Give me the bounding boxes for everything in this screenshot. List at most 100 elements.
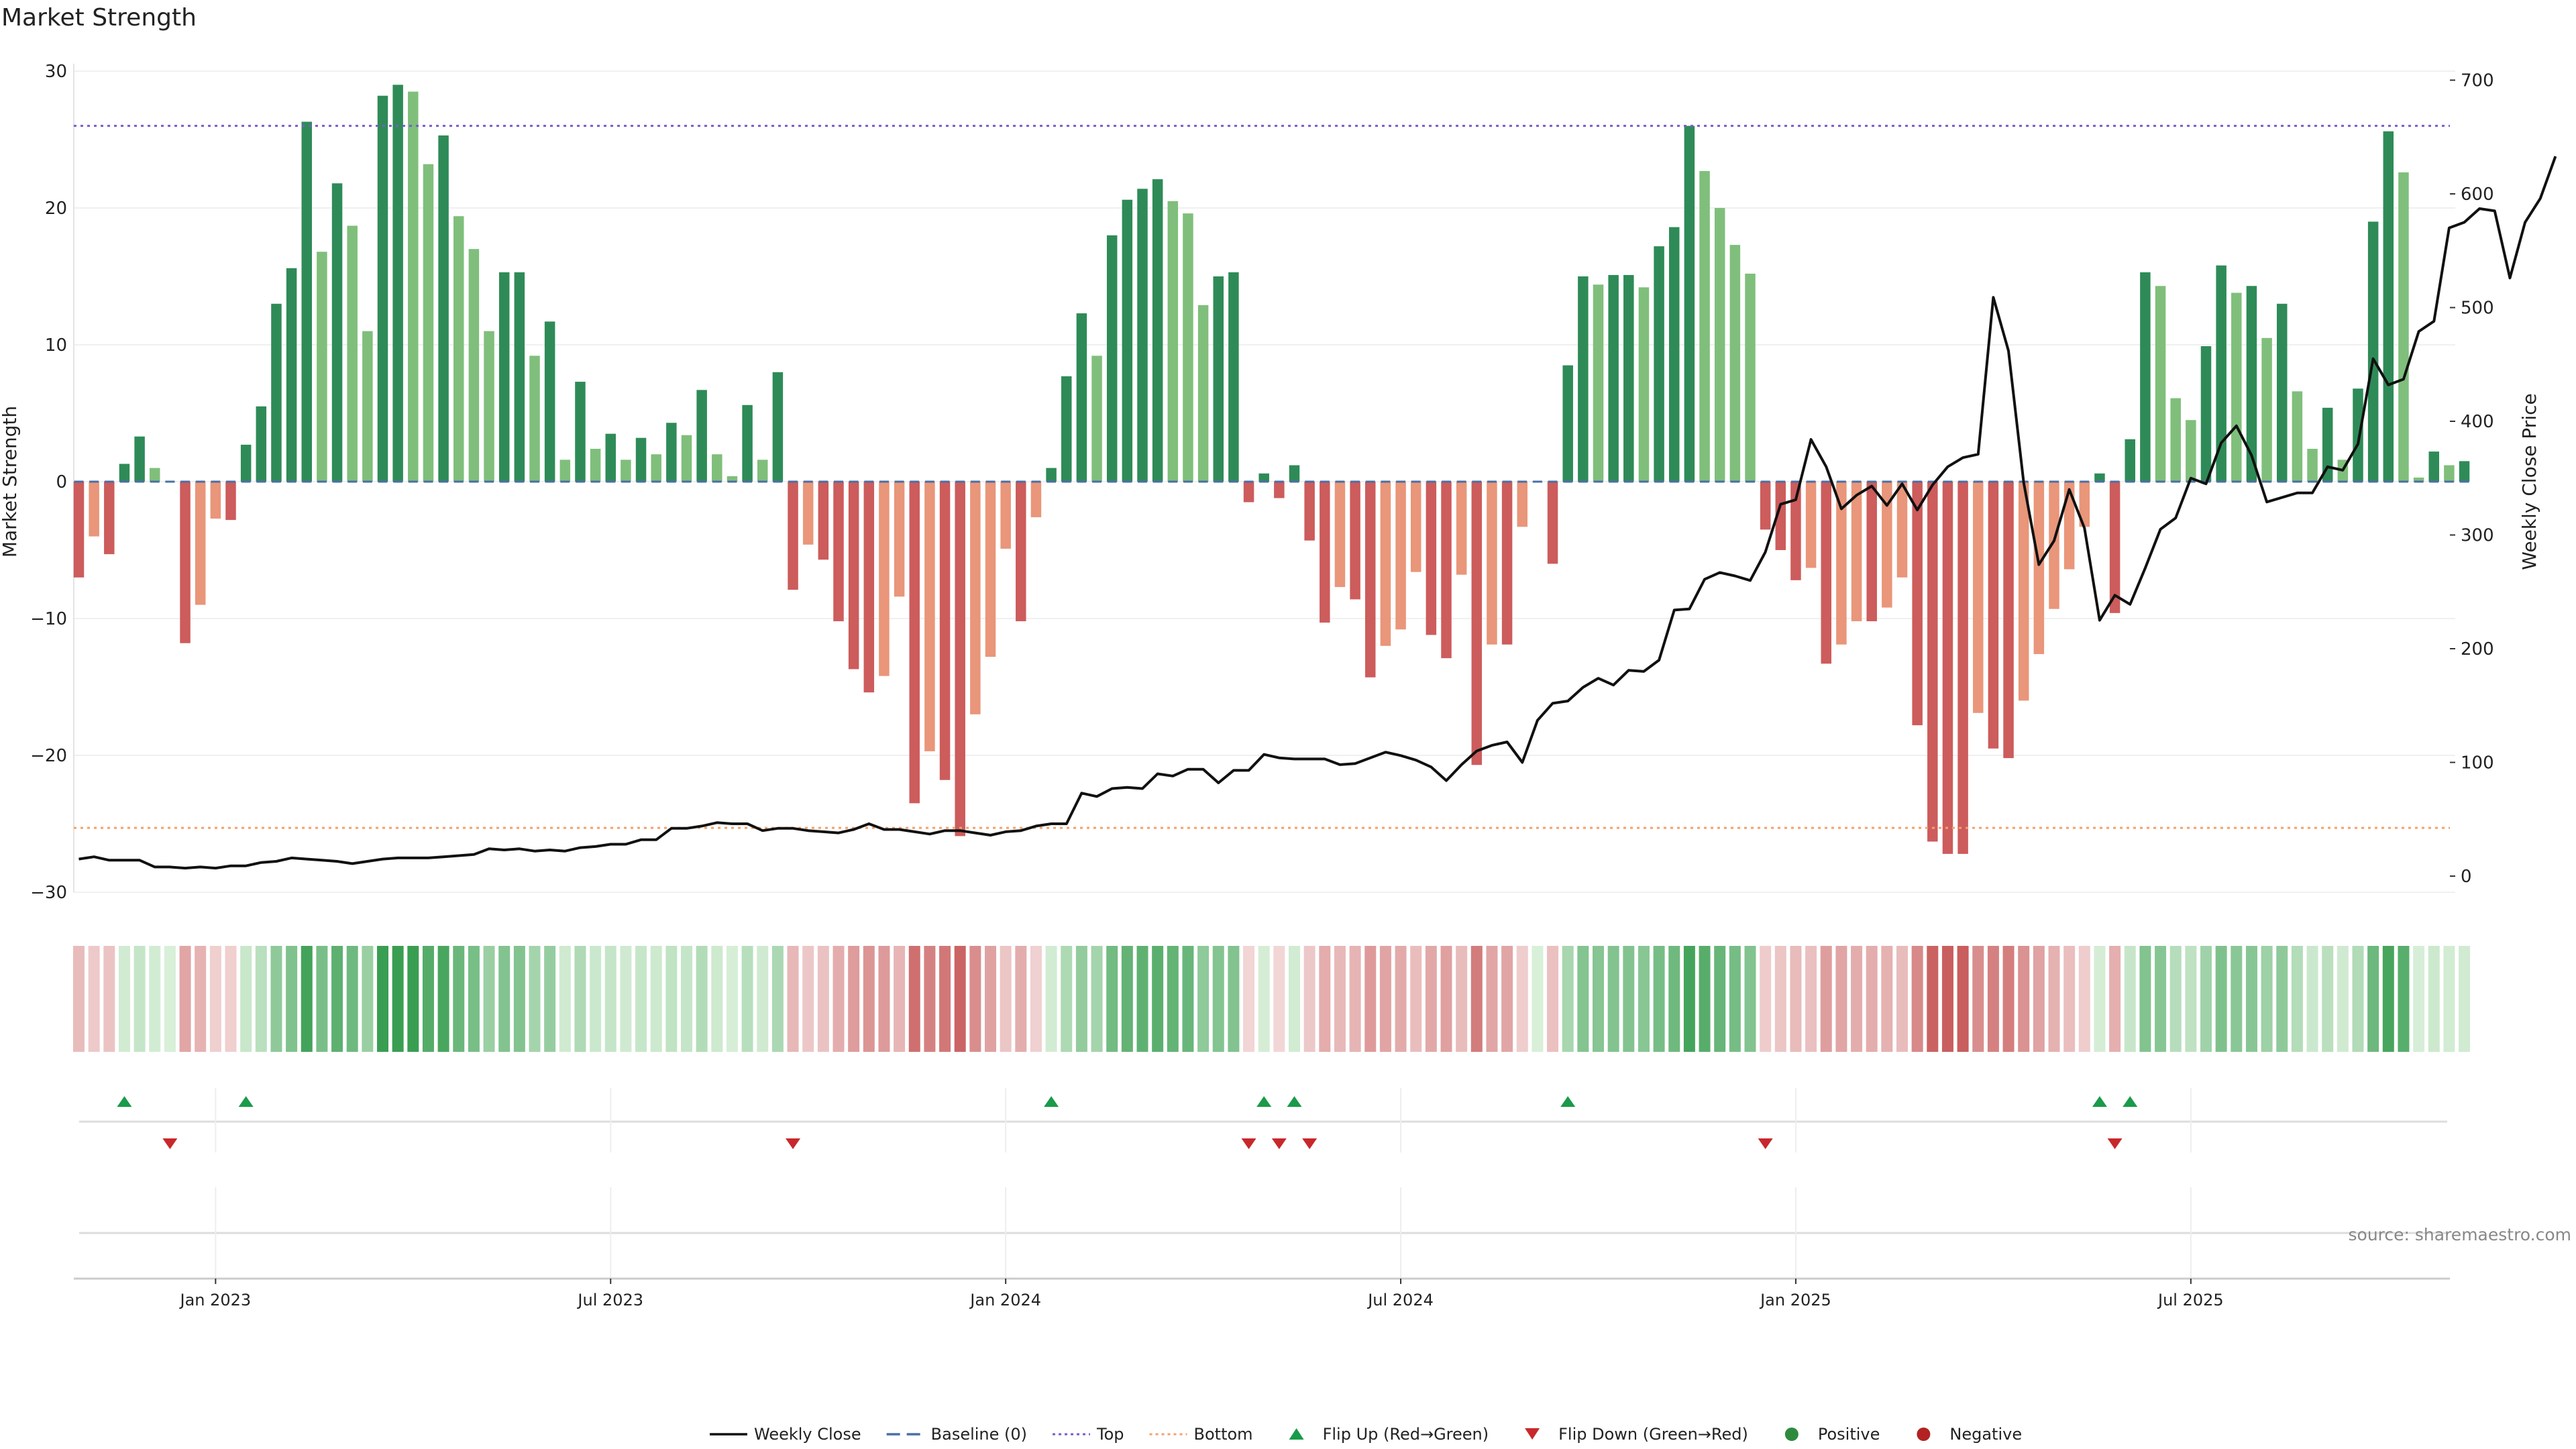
heat-cell [1319,946,1331,1052]
strength-bar [1426,482,1437,635]
strength-bar [955,482,965,837]
strength-bar [2261,337,2272,482]
strength-bar [301,121,312,482]
heat-cell [118,946,130,1052]
strength-bar [1487,482,1497,645]
heat-cell [1866,946,1878,1052]
right-tick-label: 200 [2461,639,2494,659]
heat-cell [362,946,374,1052]
heat-cell [2322,946,2334,1052]
heat-cell [2261,946,2273,1052]
left-tick-label: −30 [30,883,67,903]
heat-cell [1091,946,1103,1052]
heat-cell [195,946,207,1052]
heat-cell [1258,946,1270,1052]
heat-cell [1911,946,1923,1052]
heat-cell [2109,946,2121,1052]
strength-bar [1654,246,1664,482]
heat-cell [711,946,723,1052]
strength-bar [1046,468,1057,482]
strength-bar [575,382,586,482]
heat-cell [1106,946,1118,1052]
strength-bar [2292,391,2303,482]
heat-cell [681,946,692,1052]
strength-bar [2216,265,2226,482]
strength-bar [1258,473,1269,482]
strength-bar [1274,482,1285,498]
heat-cell [1774,946,1786,1052]
heat-cell [894,946,906,1052]
heat-cell [1987,946,1999,1052]
strength-bar [1547,482,1558,564]
heat-cell [726,946,738,1052]
strength-bar [240,444,252,482]
heat-cell [908,946,920,1052]
heat-cell [1470,946,1483,1052]
flip-markers-panel [79,1088,2447,1152]
heat-cell [2291,946,2303,1052]
strength-bar [2307,449,2318,482]
strength-bar [1243,482,1254,502]
strength-bar [89,482,99,537]
heat-cell [240,946,252,1052]
heat-cell [2245,946,2257,1052]
heat-cell [2306,946,2318,1052]
left-tick-label: −10 [30,609,67,629]
heat-cell [2276,946,2288,1052]
strength-bar [529,356,540,482]
heat-cell [1562,946,1574,1052]
heat-cell [1228,946,1240,1052]
heat-cell [1941,946,1953,1052]
heat-cell [1577,946,1589,1052]
strength-bar [1729,245,1741,482]
strength-bar [1061,376,1072,482]
heat-cell [665,946,678,1052]
heat-cell [771,946,784,1052]
right-tick-label: 300 [2461,526,2494,546]
strength-bar [134,436,145,482]
x-tick-label: Jul 2025 [2157,1291,2224,1309]
heat-cell [1243,946,1255,1052]
strength-bar [666,423,677,482]
strength-bar [377,95,388,482]
heat-cell [1881,946,1893,1052]
heat-cell [2231,946,2243,1052]
heat-cell [331,946,343,1052]
strength-bar [1030,482,1042,518]
heat-cell [817,946,829,1052]
heat-cell [2078,946,2090,1052]
heat-cell [1501,946,1513,1052]
heat-cell [2443,946,2455,1052]
strength-bar [1091,356,1102,482]
heat-cell [453,946,465,1052]
heat-cell [1030,946,1042,1052]
heat-cell [1197,946,1210,1052]
heat-cell [1289,946,1300,1052]
heat-cell [635,946,647,1052]
strength-bar [256,406,267,482]
strength-bar [2155,286,2166,482]
strength-bar [2413,477,2424,482]
strength-bar [2033,482,2045,655]
flip-down-marker [1758,1138,1773,1149]
right-tick-label: 100 [2461,753,2494,773]
strength-bar [621,460,631,482]
strength-bar [1228,272,1239,482]
left-tick-label: −20 [30,746,67,766]
flip-down-marker [1302,1138,1318,1149]
strength-bar [833,482,844,622]
right-tick-label: 400 [2461,412,2494,432]
heat-cell [164,946,176,1052]
lower-panel-gridlines [215,1187,2192,1279]
flip-up-marker [238,1096,254,1107]
strength-bar [1380,482,1391,646]
strength-bar [1638,287,1650,482]
strength-bar [119,464,130,482]
heat-cell [1395,946,1407,1052]
heat-cell [437,946,449,1052]
strength-bar [210,482,221,519]
strength-bar [362,331,373,482]
heat-cell [787,946,799,1052]
strength-bar [1851,482,1862,622]
flip-down-marker [2107,1138,2123,1149]
